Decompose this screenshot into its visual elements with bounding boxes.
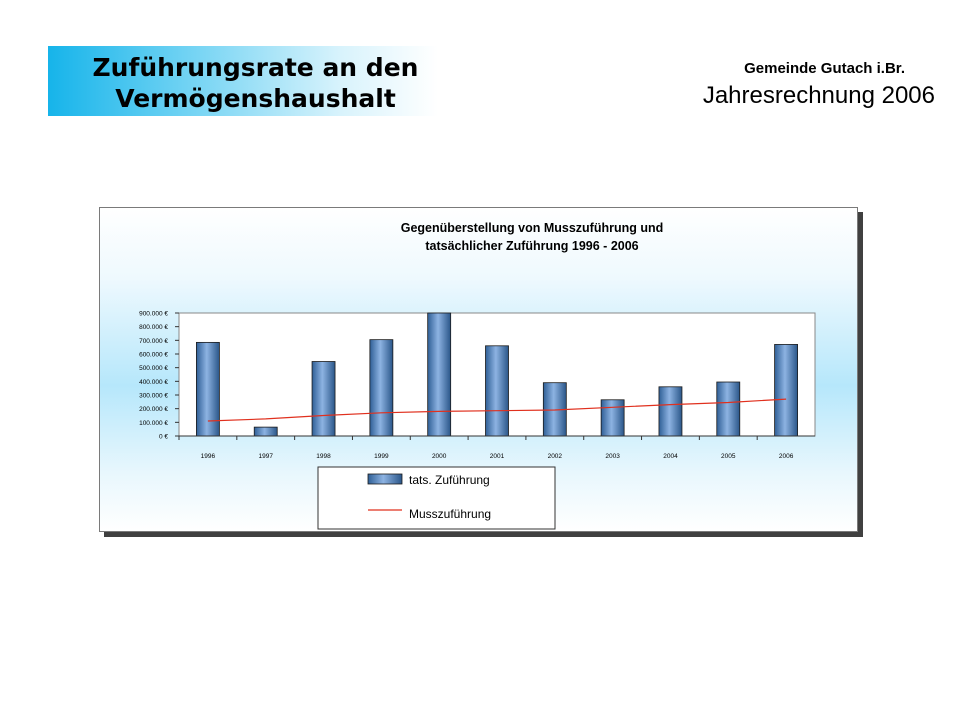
slide-title-line2: Vermögenshaushalt [115, 84, 396, 113]
y-tick-label: 200.000 € [139, 406, 168, 413]
slide-title-line1: Zuführungsrate an den [92, 53, 419, 82]
y-tick-label: 800.000 € [139, 324, 168, 331]
x-tick-label: 2004 [663, 453, 678, 460]
legend-bar-label: tats. Zuführung [409, 473, 490, 487]
x-tick-label: 2003 [605, 453, 620, 460]
bar-2001 [485, 345, 509, 437]
y-tick-label: 0 € [159, 434, 168, 441]
x-tick-label: 2001 [490, 453, 505, 460]
x-tick-label: 2000 [432, 453, 447, 460]
y-tick-label: 900.000 € [139, 311, 168, 318]
legend-box [317, 466, 556, 530]
bar-1997 [253, 426, 278, 437]
x-tick-label: 1996 [201, 453, 216, 460]
x-tick-label: 2002 [548, 453, 563, 460]
slide-title: Zuführungsrate an den Vermögenshaushalt [48, 52, 463, 114]
x-tick-label: 2005 [721, 453, 736, 460]
chart-panel: Gegenüberstellung von Musszuführung und t… [99, 207, 858, 532]
x-tick-label: 1997 [258, 453, 273, 460]
legend-line-label: Musszuführung [409, 507, 491, 521]
bar-2004 [658, 386, 683, 437]
bar-2006 [774, 344, 798, 437]
y-tick-label: 700.000 € [139, 338, 168, 345]
y-tick-label: 600.000 € [139, 352, 168, 359]
legend-bar-swatch [367, 473, 403, 485]
musszufuehrung-line [207, 398, 787, 422]
header-info: Gemeinde Gutach i.Br. Jahresrechnung 200… [620, 60, 935, 110]
y-tick-label: 500.000 € [139, 365, 168, 372]
bar-2005 [716, 381, 741, 437]
y-tick-label: 300.000 € [139, 393, 168, 400]
chart-svg: Gegenüberstellung von Musszuführung und t… [139, 221, 816, 530]
bar-2003 [600, 399, 625, 437]
y-tick-label: 400.000 € [139, 379, 168, 386]
x-tick-label: 1998 [316, 453, 331, 460]
y-tick-label: 100.000 € [139, 420, 168, 427]
bar-1999 [369, 339, 394, 437]
bar-1998 [311, 361, 336, 437]
bar-1996 [196, 341, 220, 437]
title-banner [48, 46, 438, 116]
organization-name: Gemeinde Gutach i.Br. [744, 60, 905, 77]
x-tick-label: 1999 [374, 453, 389, 460]
document-name: Jahresrechnung 2006 [702, 82, 935, 109]
bar-2000 [427, 312, 452, 437]
chart-title-line2: tatsächlicher Zuführung 1996 - 2006 [425, 239, 638, 253]
x-tick-label: 2006 [779, 453, 794, 460]
chart-title-line1: Gegenüberstellung von Musszuführung und [401, 221, 664, 235]
